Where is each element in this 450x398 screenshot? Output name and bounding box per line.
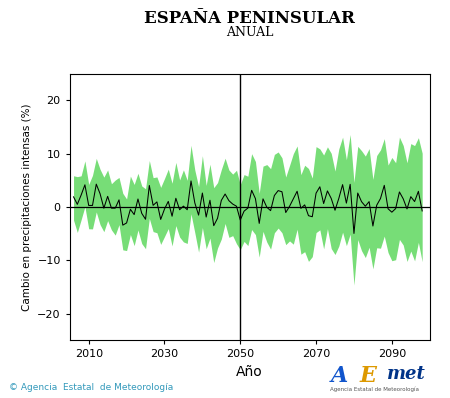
Text: ANUAL: ANUAL xyxy=(226,26,274,39)
Y-axis label: Cambio en precipitaciones intensas (%): Cambio en precipitaciones intensas (%) xyxy=(22,103,32,311)
Text: Agencia Estatal de Meteorología: Agencia Estatal de Meteorología xyxy=(330,386,419,392)
Text: met: met xyxy=(387,365,426,382)
Text: © Agencia  Estatal  de Meteorología: © Agencia Estatal de Meteorología xyxy=(9,383,173,392)
Text: E: E xyxy=(359,365,376,386)
Text: A: A xyxy=(330,365,347,386)
X-axis label: Año: Año xyxy=(236,365,263,379)
Text: ESPAÑA PENINSULAR: ESPAÑA PENINSULAR xyxy=(144,10,355,27)
